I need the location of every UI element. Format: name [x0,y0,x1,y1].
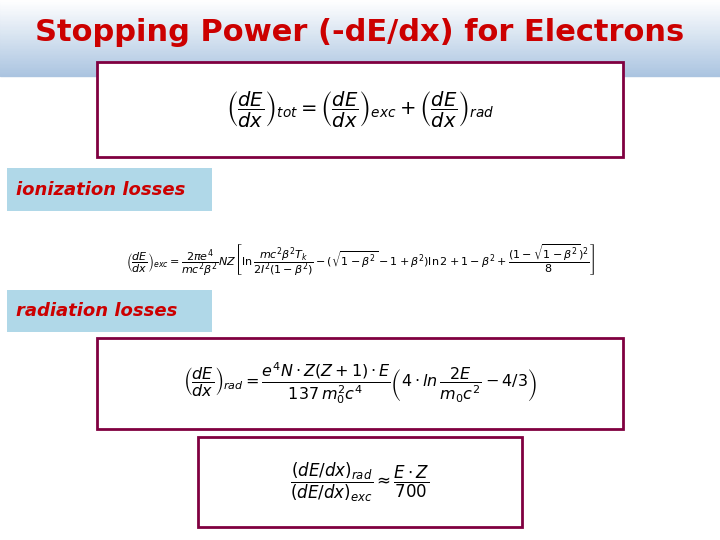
Bar [0,29,720,30]
Bar [0,57,720,58]
Text: Stopping Power (-dE/dx) for Electrons: Stopping Power (-dE/dx) for Electrons [35,18,685,47]
Bar [0,12,720,14]
Bar [0,71,720,72]
Bar [0,1,720,3]
Bar [0,11,720,12]
Bar [0,38,720,39]
Bar [0,44,720,45]
Bar [0,63,720,64]
Bar [0,19,720,20]
Text: ionization losses: ionization losses [16,180,185,199]
Bar [0,65,720,67]
Bar [0,24,720,25]
Text: radiation losses: radiation losses [16,302,177,320]
Bar [0,28,720,29]
Bar [0,3,720,4]
Bar [0,15,720,16]
FancyBboxPatch shape [97,62,623,157]
Bar [0,8,720,9]
Bar [0,31,720,33]
Bar [0,16,720,18]
Text: $\left(\dfrac{dE}{dx}\right)_{rad} = \dfrac{e^4 N \cdot Z(Z+1) \cdot E}{137\,m_0: $\left(\dfrac{dE}{dx}\right)_{rad} = \df… [183,361,537,406]
Bar [0,4,720,5]
Bar [0,59,720,60]
Bar [0,22,720,23]
FancyBboxPatch shape [97,338,623,429]
Bar [0,45,720,46]
Text: $\dfrac{(dE/dx)_{rad}}{(dE/dx)_{exc}} \approx \dfrac{E \cdot Z}{700}$: $\dfrac{(dE/dx)_{rad}}{(dE/dx)_{exc}} \a… [290,461,430,504]
Bar [0,64,720,65]
Bar [0,50,720,52]
Bar [0,52,720,53]
Bar [0,60,720,62]
FancyBboxPatch shape [198,437,522,526]
Bar [0,30,720,31]
Bar [0,5,720,6]
Bar [0,73,720,75]
FancyBboxPatch shape [7,168,212,211]
Text: $\left(\dfrac{dE}{dx}\right)_{exc} = \dfrac{2\pi e^4}{mc^2\beta^2}NZ\left[\ln\df: $\left(\dfrac{dE}{dx}\right)_{exc} = \df… [125,242,595,278]
Bar [0,14,720,15]
Bar [0,34,720,35]
Bar [0,37,720,38]
Bar [0,20,720,22]
Bar [0,23,720,24]
Bar [0,67,720,68]
FancyBboxPatch shape [7,290,212,332]
Bar [0,9,720,10]
Bar [0,6,720,8]
Bar [0,72,720,73]
Bar [0,0,720,1]
Bar [0,42,720,43]
Bar [0,40,720,42]
Bar [0,18,720,19]
Bar [0,53,720,54]
Bar [0,62,720,63]
Bar [0,43,720,44]
Bar [0,69,720,71]
Bar [0,54,720,56]
Bar [0,25,720,26]
Bar [0,49,720,50]
Bar [0,58,720,59]
Bar [0,75,720,76]
Bar [0,48,720,49]
Bar [0,35,720,37]
Bar [0,39,720,40]
Text: $\left(\dfrac{dE}{dx}\right)_{tot} = \left(\dfrac{dE}{dx}\right)_{exc} + \left(\: $\left(\dfrac{dE}{dx}\right)_{tot} = \le… [225,90,495,130]
Bar [0,46,720,48]
Bar [0,33,720,34]
Bar [0,10,720,11]
Bar [0,26,720,28]
Bar [0,56,720,57]
Bar [0,68,720,69]
